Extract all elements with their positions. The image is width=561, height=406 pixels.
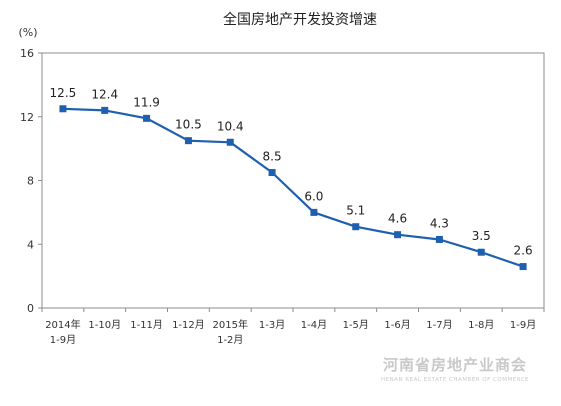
data-label: 12.5 [50, 86, 77, 100]
x-tick-label: 1-9月 [50, 334, 76, 346]
data-label: 12.4 [91, 87, 118, 101]
x-tick-label: 2014年 [45, 318, 80, 331]
x-tick-label: 1-6月 [384, 319, 410, 331]
data-label: 4.3 [430, 216, 449, 230]
x-tick-label: 1-8月 [468, 319, 494, 331]
y-tick-label: 8 [27, 175, 34, 188]
x-tick-label: 1-9月 [510, 319, 536, 331]
plot-area: 0 4 8 12 16 2014年 1-9月 1-10月 1-11月 1-12月 2015年 1-2月… [20, 47, 545, 346]
data-point [184, 137, 192, 145]
x-tick-label: 1-5月 [343, 319, 369, 331]
y-tick-label: 0 [27, 302, 34, 315]
data-label: 11.9 [133, 95, 160, 109]
x-tick-label: 1-12月 [172, 319, 205, 331]
data-label: 2.6 [514, 244, 533, 258]
data-point [101, 106, 109, 114]
x-tick-label: 1-2月 [217, 334, 243, 346]
data-point [352, 223, 360, 231]
data-point [435, 235, 443, 243]
x-tick-label: 1-11月 [130, 319, 163, 331]
x-tick-label: 1-10月 [88, 319, 121, 331]
data-point [477, 248, 485, 256]
data-label: 5.1 [346, 204, 365, 218]
data-point [310, 208, 318, 216]
x-tick-label: 1-7月 [426, 319, 452, 331]
data-point [519, 263, 527, 271]
data-label: 3.5 [472, 229, 491, 243]
chart-title: 全国房地产开发投资增速 [223, 11, 377, 28]
series-line [62, 107, 524, 268]
x-tick-label: 1-3月 [259, 319, 285, 331]
x-tick-label: 2015年 [213, 318, 248, 331]
data-label: 8.5 [263, 150, 282, 164]
watermark-logo: 河南省房地产业商会 HENAN REAL ESTATE CHAMBER OF C… [381, 356, 529, 383]
data-point [394, 231, 402, 239]
y-axis-unit: (%) [18, 26, 37, 39]
data-label: 10.4 [217, 119, 244, 133]
x-tick-label: 1-4月 [301, 319, 327, 331]
y-tick-label: 16 [20, 47, 34, 60]
data-label: 10.5 [175, 118, 202, 132]
y-tick-label: 12 [20, 111, 34, 124]
watermark-name-en: HENAN REAL ESTATE CHAMBER OF COMMERCE [381, 377, 529, 383]
data-point [268, 169, 276, 177]
data-point [143, 114, 151, 122]
data-point [226, 138, 234, 146]
data-label: 6.0 [304, 189, 323, 203]
watermark-name-cn: 河南省房地产业商会 [383, 356, 527, 374]
y-tick-label: 4 [27, 238, 34, 251]
data-point [59, 105, 67, 113]
data-label: 4.6 [388, 212, 407, 226]
